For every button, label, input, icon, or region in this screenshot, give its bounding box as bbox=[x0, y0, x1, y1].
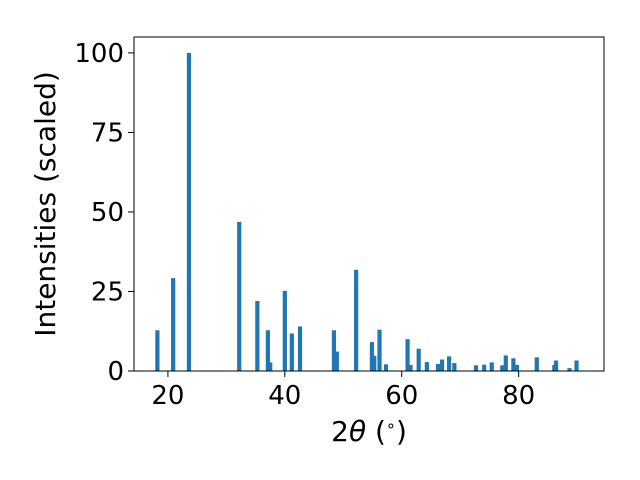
x-axis-label: 2θ (∘) bbox=[331, 415, 407, 448]
bar bbox=[500, 365, 505, 371]
x-tick-label: 20 bbox=[151, 381, 184, 411]
y-tick-label: 0 bbox=[107, 357, 124, 387]
x-axis-label-prefix: 2 bbox=[331, 415, 349, 448]
bar bbox=[369, 342, 375, 371]
x-tick-label: 40 bbox=[268, 381, 301, 411]
bar bbox=[473, 365, 479, 371]
bar bbox=[405, 339, 410, 371]
bar bbox=[265, 330, 270, 371]
bar bbox=[511, 358, 516, 371]
plot-frame bbox=[133, 36, 605, 372]
bar bbox=[289, 333, 294, 371]
bar bbox=[334, 351, 339, 371]
x-axis-label-degree: ∘ bbox=[386, 416, 396, 435]
y-tick-label: 75 bbox=[91, 118, 124, 148]
bar bbox=[331, 330, 337, 371]
y-tick-label: 25 bbox=[91, 277, 124, 307]
x-axis-ticks: 20 40 60 80 bbox=[151, 371, 535, 411]
bar bbox=[268, 362, 273, 371]
bar bbox=[186, 52, 192, 372]
bar bbox=[377, 329, 382, 371]
x-axis-label-symbol: θ bbox=[349, 415, 366, 448]
bar bbox=[567, 368, 572, 371]
bar bbox=[255, 301, 260, 371]
y-axis-label: Intensities (scaled) bbox=[29, 71, 62, 337]
bar bbox=[503, 355, 508, 371]
x-axis-label-close: ) bbox=[396, 415, 407, 448]
bar bbox=[282, 290, 287, 371]
bar bbox=[534, 357, 539, 371]
bar bbox=[435, 364, 441, 371]
bar bbox=[372, 355, 377, 371]
bar bbox=[354, 269, 359, 371]
x-axis-label-unit: ( bbox=[366, 415, 386, 448]
bar bbox=[514, 364, 519, 371]
bar bbox=[439, 359, 445, 371]
y-tick-label: 100 bbox=[74, 39, 124, 69]
bar bbox=[408, 364, 413, 371]
bar bbox=[416, 348, 421, 371]
bar bbox=[574, 360, 579, 371]
bars bbox=[155, 52, 579, 372]
bar bbox=[424, 362, 429, 371]
bar bbox=[171, 278, 176, 371]
y-axis-ticks: 0 25 50 75 100 bbox=[74, 39, 134, 387]
bar bbox=[482, 364, 487, 371]
bar bbox=[489, 362, 494, 371]
bar bbox=[446, 356, 452, 371]
bar bbox=[237, 221, 242, 371]
bar bbox=[383, 364, 389, 371]
x-tick-label: 80 bbox=[502, 381, 535, 411]
bar bbox=[297, 326, 303, 371]
bar bbox=[155, 330, 160, 371]
x-tick-label: 60 bbox=[385, 381, 418, 411]
bar bbox=[553, 360, 559, 371]
y-tick-label: 50 bbox=[91, 198, 124, 228]
bar bbox=[452, 363, 457, 371]
